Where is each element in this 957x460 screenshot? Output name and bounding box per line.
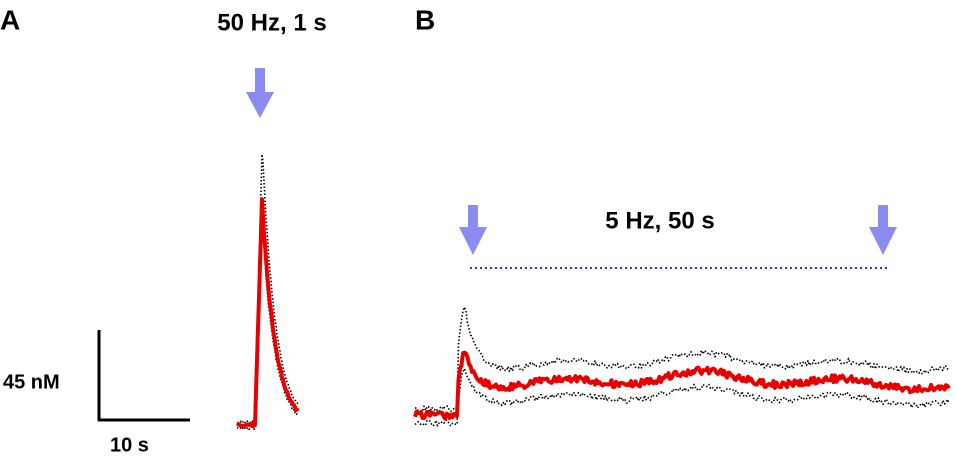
panel-label: A [0, 4, 20, 35]
sem-lower [414, 367, 950, 427]
stimulus-label: 5 Hz, 50 s [605, 207, 714, 234]
stimulus-arrow [246, 68, 274, 118]
trace-b [413, 306, 951, 427]
sem-lower [236, 211, 299, 431]
mean-trace [235, 197, 300, 429]
trace-a [235, 153, 300, 431]
scale-label: 45 nM [3, 371, 60, 393]
panel-label: B [415, 4, 435, 35]
scale-label: 10 s [110, 434, 149, 456]
stimulus-arrow [459, 205, 487, 255]
sem-upper [236, 153, 299, 424]
stimulus-arrow [869, 205, 897, 255]
sem-upper [414, 306, 950, 413]
stimulus-label: 50 Hz, 1 s [217, 9, 326, 36]
mean-trace [413, 350, 951, 421]
